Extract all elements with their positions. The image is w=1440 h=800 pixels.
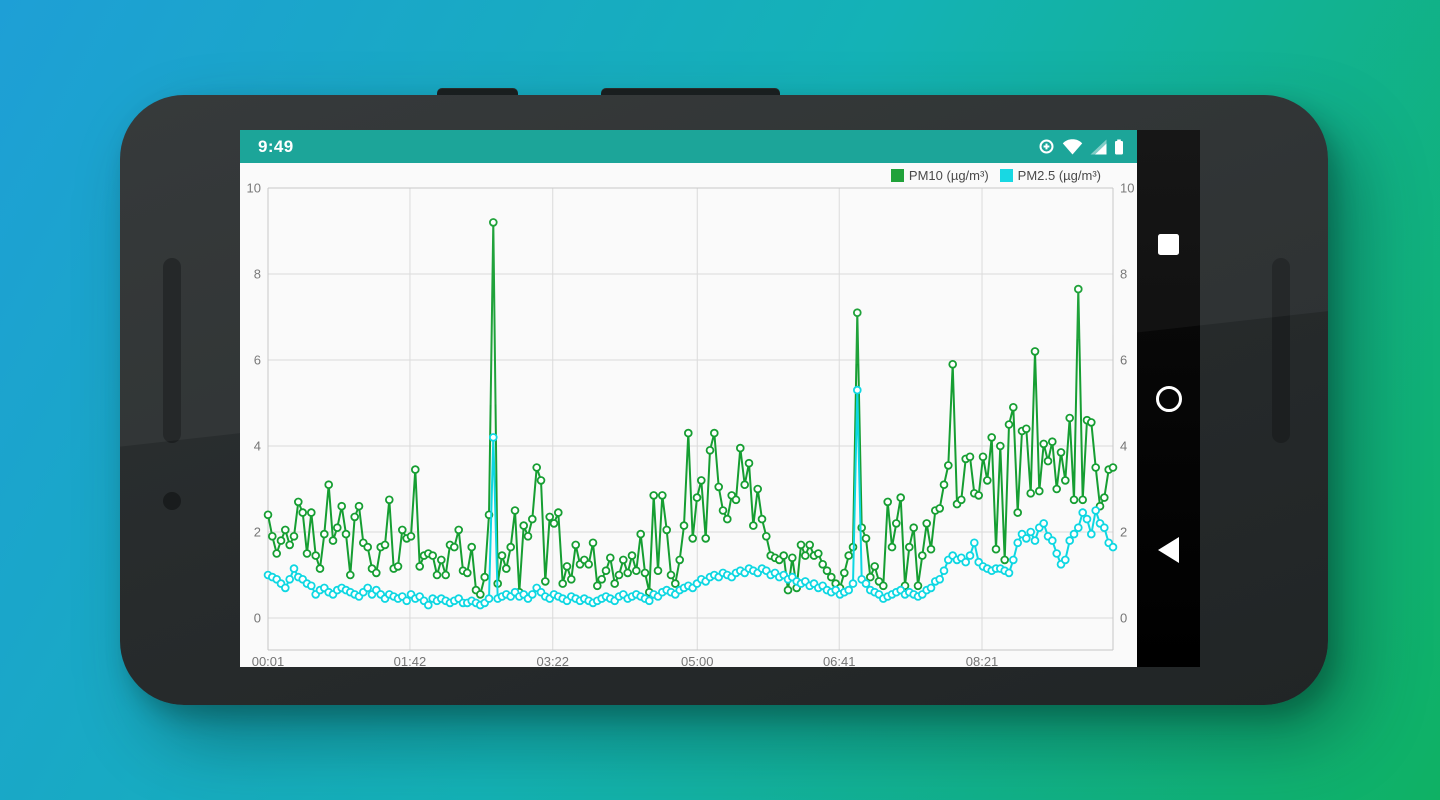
- pm10-swatch: [890, 169, 904, 182]
- legend-item-pm10: PM10 (µg/m³): [890, 168, 989, 183]
- svg-text:03:22: 03:22: [536, 654, 569, 667]
- svg-text:8: 8: [1120, 267, 1127, 282]
- svg-text:00:01: 00:01: [252, 654, 285, 667]
- recents-square-icon: [1158, 234, 1179, 255]
- svg-text:06:41: 06:41: [823, 654, 856, 667]
- pm25-legend-label: PM2.5 (µg/m³): [1017, 168, 1101, 183]
- status-icons: [1038, 138, 1124, 155]
- cellular-signal-icon: [1090, 139, 1107, 155]
- svg-text:8: 8: [254, 267, 261, 282]
- recents-button[interactable]: [1137, 234, 1200, 255]
- legend-item-pm25: PM2.5 (µg/m³): [999, 168, 1101, 183]
- phone-frame: 9:49: [120, 95, 1328, 705]
- status-time: 9:49: [258, 136, 294, 156]
- svg-text:0: 0: [1120, 611, 1127, 626]
- phone-screen: 9:49: [240, 130, 1200, 670]
- pm10-legend-label: PM10 (µg/m³): [908, 168, 989, 183]
- svg-text:4: 4: [254, 439, 261, 454]
- battery-icon: [1114, 139, 1124, 155]
- svg-text:6: 6: [1120, 353, 1127, 368]
- svg-text:6: 6: [254, 353, 261, 368]
- navigation-bar: [1137, 130, 1200, 667]
- chart-legend: PM10 (µg/m³) PM2.5 (µg/m³): [890, 168, 1101, 183]
- back-button[interactable]: [1137, 537, 1200, 563]
- status-bar: 9:49: [240, 130, 1137, 163]
- svg-text:01:42: 01:42: [394, 654, 427, 667]
- back-triangle-icon: [1158, 537, 1179, 563]
- svg-text:2: 2: [1120, 525, 1127, 540]
- wifi-icon: [1062, 138, 1083, 155]
- chart-area: PM10 (µg/m³) PM2.5 (µg/m³) 0 0 2 2 4 4 6 6 8 8 10 1…: [240, 163, 1137, 670]
- pm25-swatch: [999, 169, 1013, 182]
- home-button[interactable]: [1137, 386, 1200, 412]
- svg-text:0: 0: [254, 611, 261, 626]
- svg-text:05:00: 05:00: [681, 654, 714, 667]
- chart-canvas: 0 0 2 2 4 4 6 6 8 8 10 10 00:01 01:42 03:22 05:00 06:41 0…: [247, 181, 1135, 670]
- data-saver-icon: [1038, 138, 1055, 155]
- svg-text:08:21: 08:21: [966, 654, 999, 667]
- front-camera: [163, 492, 181, 510]
- app-window: 9:49: [240, 130, 1137, 670]
- svg-text:4: 4: [1120, 439, 1127, 454]
- svg-text:2: 2: [254, 525, 261, 540]
- svg-text:10: 10: [1120, 181, 1134, 196]
- right-speaker-grille: [1272, 258, 1290, 443]
- svg-text:10: 10: [247, 181, 261, 196]
- home-circle-icon: [1155, 386, 1182, 412]
- left-speaker-grille: [163, 258, 181, 443]
